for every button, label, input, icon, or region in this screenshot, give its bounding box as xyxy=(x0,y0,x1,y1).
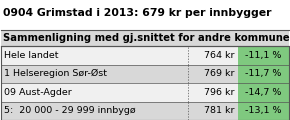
Text: 796 kr: 796 kr xyxy=(204,88,234,97)
Bar xyxy=(1,102,238,120)
Text: -13,1 %: -13,1 % xyxy=(245,106,282,115)
Text: Sammenligning med gj.snittet for andre kommuner: Sammenligning med gj.snittet for andre k… xyxy=(3,33,290,43)
Bar xyxy=(238,46,289,65)
Bar xyxy=(238,65,289,83)
Text: Hele landet: Hele landet xyxy=(4,51,59,60)
Bar xyxy=(1,83,238,102)
Bar xyxy=(1,0,289,30)
Text: -11,7 %: -11,7 % xyxy=(245,69,282,78)
Text: 0904 Grimstad i 2013: 679 kr per innbygger: 0904 Grimstad i 2013: 679 kr per innbygg… xyxy=(3,8,271,18)
Text: -11,1 %: -11,1 % xyxy=(245,51,282,60)
Bar xyxy=(1,30,289,46)
Text: -14,7 %: -14,7 % xyxy=(245,88,282,97)
Bar xyxy=(1,46,238,65)
Text: 781 kr: 781 kr xyxy=(204,106,234,115)
Text: 764 kr: 764 kr xyxy=(204,51,234,60)
Text: 769 kr: 769 kr xyxy=(204,69,234,78)
Text: 1 Helseregion Sør-Øst: 1 Helseregion Sør-Øst xyxy=(4,69,107,78)
Text: 09 Aust-Agder: 09 Aust-Agder xyxy=(4,88,72,97)
Bar xyxy=(238,102,289,120)
Bar xyxy=(238,83,289,102)
Text: 5:  20 000 - 29 999 innbygø: 5: 20 000 - 29 999 innbygø xyxy=(4,106,136,115)
Bar xyxy=(1,65,238,83)
